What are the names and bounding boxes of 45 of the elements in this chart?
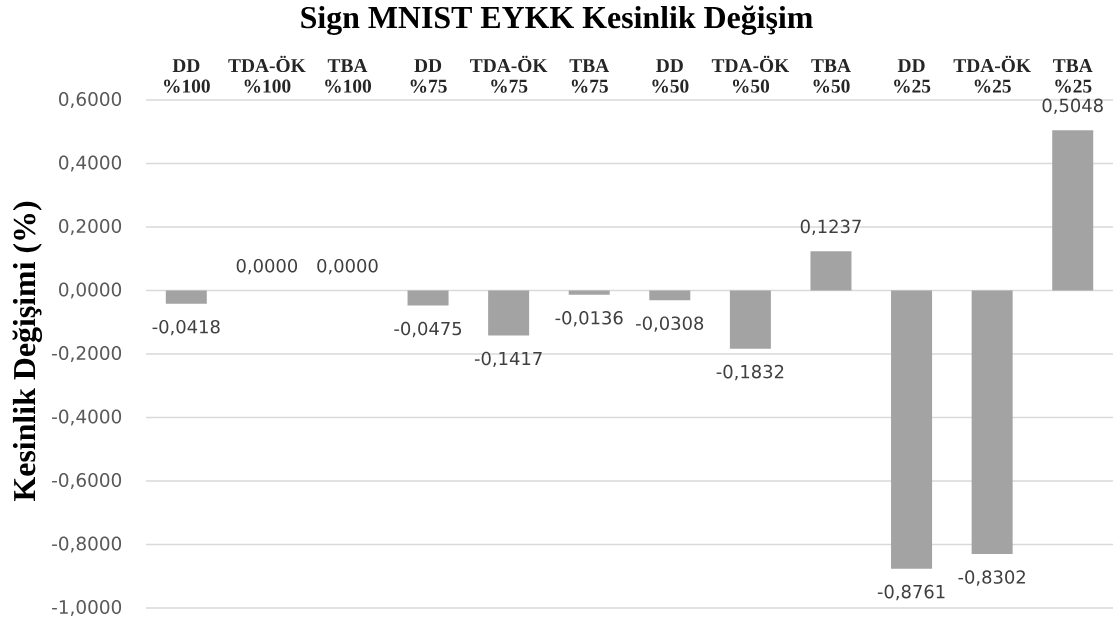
bar [810, 251, 852, 291]
data-label: 0,1237 [800, 219, 861, 235]
x-tick-label: DD %50 [652, 59, 689, 93]
bar [568, 290, 610, 295]
x-tick-label: TBA %50 [811, 59, 851, 93]
y-tick-label: 0,2000 [59, 219, 122, 235]
x-tick-label: DD %75 [410, 59, 447, 93]
bar [488, 290, 530, 336]
data-label: -0,1417 [474, 351, 542, 368]
bar [1052, 130, 1094, 291]
data-label: 0,5048 [1042, 98, 1103, 114]
x-tick-label: DD %25 [894, 59, 931, 93]
x-tick-label: TDA-ÖK %75 [470, 55, 548, 93]
y-tick-label: -0,8000 [52, 536, 122, 553]
data-label: -0,0418 [152, 319, 220, 336]
x-tick-label: DD %100 [164, 59, 210, 93]
bar [165, 290, 207, 304]
y-axis-title: Kesinlik Değişimi (%) [12, 201, 43, 501]
x-tick-label: TBA %25 [1053, 59, 1093, 93]
y-tick-label: -0,2000 [52, 346, 122, 362]
x-tick-label: TBA %100 [325, 59, 372, 93]
bar [649, 290, 691, 301]
chart-title: Sign MNIST EYKK Kesinlik Değişim [301, 5, 813, 36]
y-tick-label: 0,0000 [59, 282, 122, 299]
data-label: -0,8761 [877, 584, 945, 601]
data-label: -0,8302 [958, 570, 1025, 586]
y-tick-label: 0,6000 [59, 92, 122, 108]
y-tick-label: -1,0000 [52, 600, 122, 616]
bar [729, 290, 771, 349]
data-label: 0,0000 [317, 258, 378, 275]
bar [971, 290, 1013, 555]
data-label: -0,0475 [394, 321, 462, 338]
x-tick-label: TDA-ÖK %25 [953, 55, 1031, 93]
y-tick-label: -0,4000 [52, 409, 122, 426]
data-label: 0,0000 [236, 258, 298, 275]
data-label: -0,1832 [716, 364, 784, 381]
x-tick-label: TDA-ÖK %50 [711, 55, 790, 93]
data-label: -0,0136 [555, 311, 623, 327]
data-label: -0,0308 [636, 316, 704, 332]
bar [891, 290, 933, 569]
y-tick-label: 0,4000 [59, 155, 122, 172]
x-tick-label: TBA %75 [569, 59, 610, 93]
y-tick-label: -0,6000 [52, 473, 122, 489]
bar [407, 290, 449, 306]
x-tick-label: TDA-ÖK %100 [228, 55, 306, 93]
